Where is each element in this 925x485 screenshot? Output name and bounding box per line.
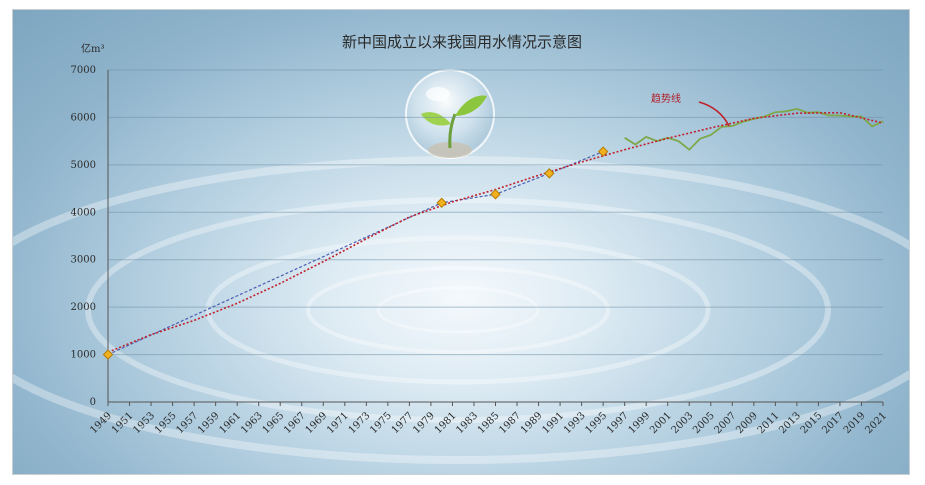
x-tick-label: 1979 bbox=[411, 410, 437, 436]
y-tick-label: 7000 bbox=[71, 65, 96, 76]
x-tick-label: 1985 bbox=[476, 410, 502, 436]
x-tick-label: 1967 bbox=[282, 410, 308, 436]
y-tick-label: 6000 bbox=[71, 112, 96, 123]
y-tick-label: 1000 bbox=[71, 350, 96, 361]
x-tick-label: 1983 bbox=[454, 410, 480, 436]
data-point-marker bbox=[490, 189, 501, 200]
x-tick-label: 1959 bbox=[196, 410, 222, 436]
trend-line bbox=[107, 111, 884, 353]
grid-lines bbox=[108, 69, 883, 356]
data-point-marker bbox=[102, 349, 114, 360]
chart-title: 新中国成立以来我国用水情况示意图 bbox=[342, 33, 582, 51]
chart-frame: 新中国成立以来我国用水情况示意图 亿m³ 0 1000 2000 3000 4000 50… bbox=[12, 9, 910, 475]
data-point-marker bbox=[436, 197, 447, 209]
x-tick-label: 2001 bbox=[648, 410, 674, 436]
annual-series-line bbox=[624, 107, 884, 151]
x-tick-label: 2019 bbox=[842, 410, 868, 436]
x-tick-label: 2021 bbox=[863, 410, 889, 436]
x-tick-labels: 1949195119531955195719591961196319651967… bbox=[88, 410, 889, 436]
y-tick-label: 3000 bbox=[71, 255, 96, 266]
y-tick-label: 5000 bbox=[71, 160, 96, 171]
y-tick-label: 0 bbox=[90, 397, 96, 408]
x-tick-label: 1977 bbox=[390, 410, 416, 436]
annotation-arrow bbox=[698, 101, 730, 127]
series-layer bbox=[102, 107, 884, 360]
x-tick-label: 1987 bbox=[497, 410, 523, 436]
x-tick-label: 1965 bbox=[261, 410, 287, 436]
x-tick-label: 1997 bbox=[605, 410, 631, 436]
x-tick-label: 1989 bbox=[519, 410, 545, 436]
data-point-marker bbox=[544, 168, 555, 179]
x-tick-label: 1963 bbox=[239, 410, 265, 436]
x-tick-label: 1961 bbox=[218, 410, 244, 436]
y-tick-label: 2000 bbox=[71, 302, 96, 313]
x-tick-label: 2003 bbox=[670, 410, 696, 436]
x-tick-label: 1999 bbox=[627, 410, 653, 436]
x-tick-label: 2005 bbox=[691, 410, 717, 436]
sprout-bubble-icon bbox=[405, 69, 495, 159]
line-chart: 新中国成立以来我国用水情况示意图 亿m³ 0 1000 2000 3000 4000 50… bbox=[13, 33, 909, 464]
y-tick-label: 4000 bbox=[71, 207, 96, 218]
data-point-marker bbox=[597, 146, 609, 157]
water-ripples bbox=[13, 156, 909, 464]
x-tick-label: 1981 bbox=[433, 410, 459, 436]
y-tick-labels: 0 1000 2000 3000 4000 5000 6000 7000 bbox=[71, 65, 96, 408]
axes bbox=[107, 70, 884, 406]
y-axis-unit-label: 亿m³ bbox=[81, 42, 105, 55]
trend-annotation: 趋势线 bbox=[651, 92, 681, 105]
